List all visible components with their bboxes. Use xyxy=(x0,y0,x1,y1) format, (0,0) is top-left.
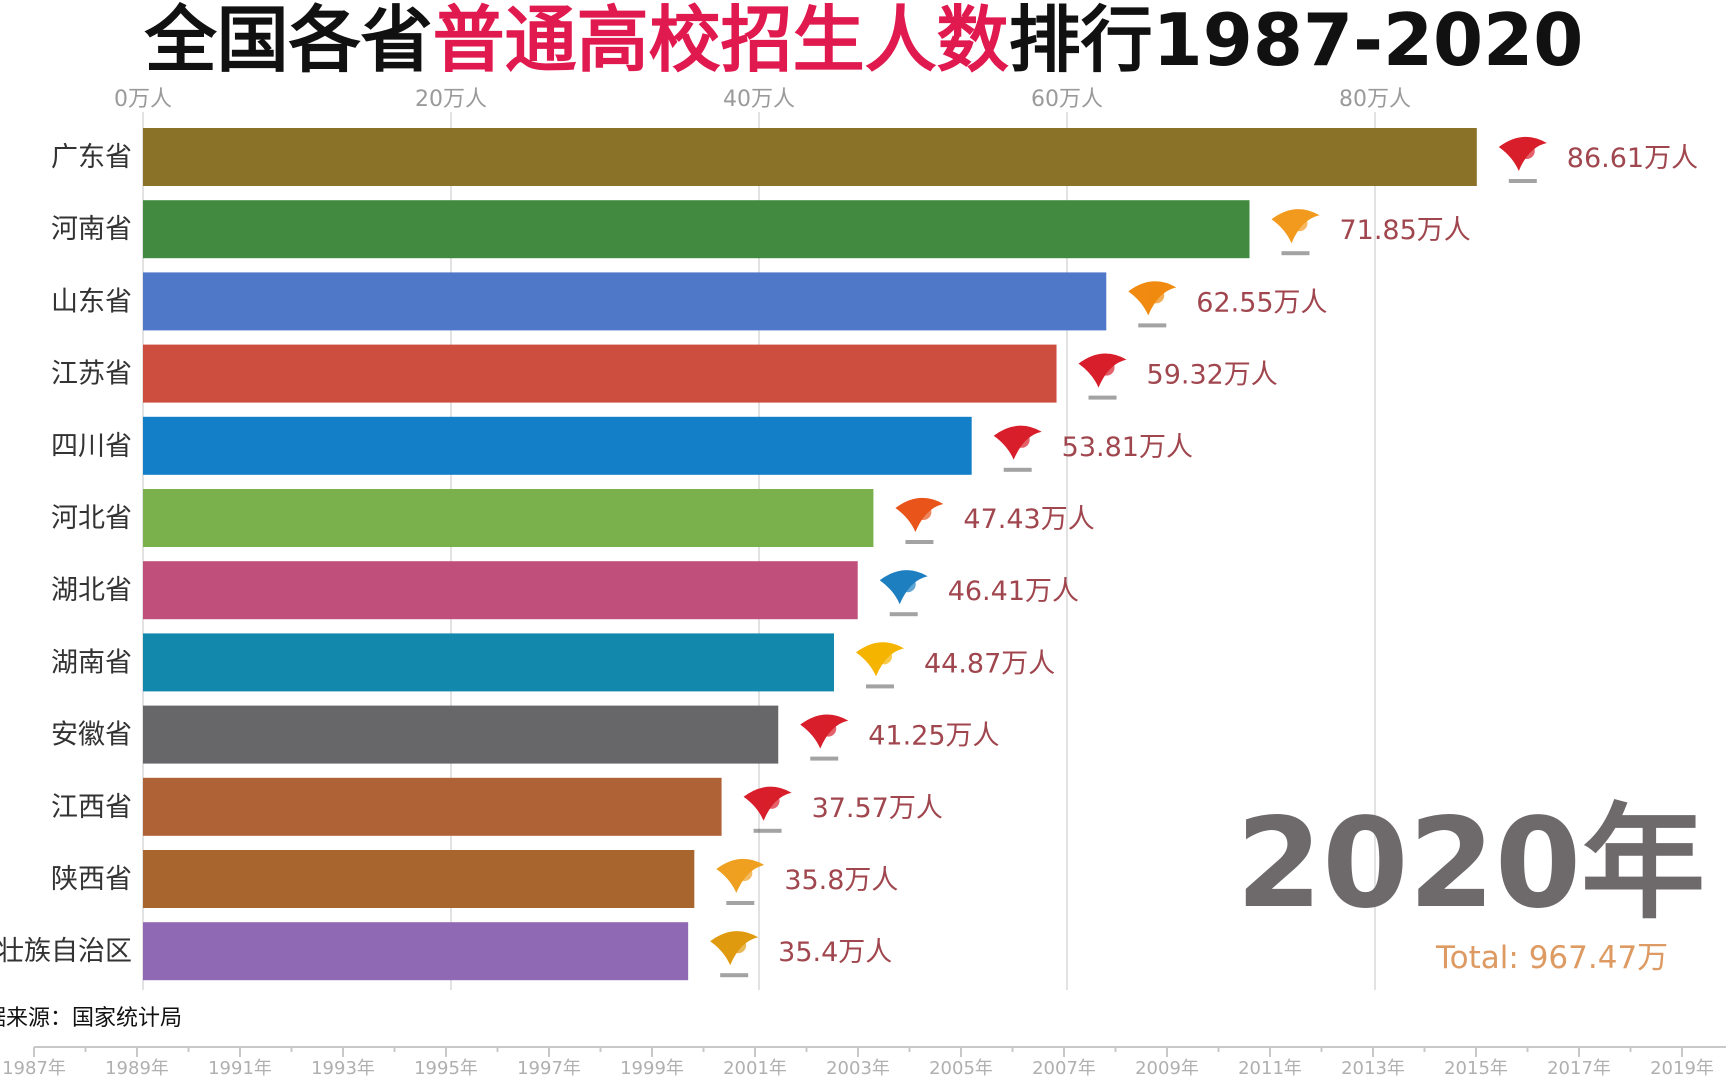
x-tick-label: 20万人 xyxy=(415,87,487,112)
timeline-year-label: 2005年 xyxy=(929,1058,993,1079)
sichuan-tv-logo-icon xyxy=(993,425,1042,472)
value-label: 44.87万人 xyxy=(924,648,1055,679)
shaanxi-tv-logo-icon xyxy=(716,858,765,905)
hubei-tv-logo-icon xyxy=(879,570,928,617)
value-label: 62.55万人 xyxy=(1196,287,1327,318)
timeline-year-label: 2013年 xyxy=(1341,1058,1405,1079)
category-label: 四川省 xyxy=(51,431,132,462)
title-highlight: 普通高校招生人数 xyxy=(432,0,1009,82)
bar xyxy=(143,561,858,620)
timeline-year-label: 1997年 xyxy=(517,1058,581,1079)
value-label: 86.61万人 xyxy=(1567,143,1698,174)
category-label: 广西壮族自治区 xyxy=(0,936,132,967)
timeline-year-label: 2011年 xyxy=(1238,1058,1302,1079)
bar xyxy=(143,777,722,836)
guangxi-tv-logo-icon xyxy=(710,931,759,978)
bar xyxy=(143,633,834,692)
category-label: 安徽省 xyxy=(51,720,132,751)
timeline-year-label: 2007年 xyxy=(1032,1058,1096,1079)
value-label: 59.32万人 xyxy=(1147,360,1278,391)
jiangxi-tv-logo-icon xyxy=(743,786,792,833)
x-tick-label: 0万人 xyxy=(114,87,172,112)
bar xyxy=(143,850,695,908)
timeline-year-label: 1987年 xyxy=(2,1058,66,1079)
timeline-year-label: 2015年 xyxy=(1444,1058,1508,1079)
category-label: 江苏省 xyxy=(51,359,132,390)
value-label: 46.41万人 xyxy=(948,576,1079,607)
bar xyxy=(143,128,1477,186)
bar xyxy=(143,705,779,764)
bar xyxy=(143,272,1107,331)
category-label: 江西省 xyxy=(51,792,132,823)
category-label: 湖南省 xyxy=(51,647,132,678)
bar xyxy=(143,344,1057,403)
timeline-year-label: 2019年 xyxy=(1650,1058,1714,1079)
category-label: 山东省 xyxy=(51,286,132,317)
timeline-year-label: 1995年 xyxy=(414,1058,478,1079)
category-label: 河南省 xyxy=(51,214,132,245)
category-label: 陕西省 xyxy=(51,864,132,895)
timeline-year-label: 2003年 xyxy=(826,1058,890,1079)
total-label: Total: 967.47万 xyxy=(1436,940,1669,976)
title-part2: 排行1987-2020 xyxy=(1008,0,1584,82)
category-label: 湖北省 xyxy=(51,575,132,606)
category-label: 广东省 xyxy=(51,142,132,173)
bar xyxy=(143,200,1250,259)
value-label: 35.4万人 xyxy=(778,937,892,968)
timeline-year-label: 1989年 xyxy=(105,1058,169,1079)
timeline-year-label: 1993年 xyxy=(311,1058,375,1079)
hebei-tv-logo-icon xyxy=(895,497,944,544)
title-part1: 全国各省 xyxy=(144,0,433,82)
x-tick-label: 40万人 xyxy=(723,87,795,112)
current-year-label: 2020年 xyxy=(1236,792,1706,936)
shandong-tv-logo-icon xyxy=(1128,281,1177,328)
category-label: 河北省 xyxy=(51,503,132,534)
value-label: 37.57万人 xyxy=(812,793,943,824)
jiangsu-tv-logo-icon xyxy=(1078,353,1127,400)
timeline-year-label: 1999年 xyxy=(620,1058,684,1079)
bar xyxy=(143,922,689,981)
hunan-tv-logo-icon xyxy=(855,642,904,689)
anhui-tv-logo-icon xyxy=(800,714,849,761)
bar xyxy=(143,416,972,475)
x-tick-label: 80万人 xyxy=(1339,87,1411,112)
value-label: 41.25万人 xyxy=(868,721,999,752)
bar xyxy=(143,489,874,547)
x-tick-label: 60万人 xyxy=(1031,87,1103,112)
value-label: 71.85万人 xyxy=(1339,215,1470,246)
value-label: 35.8万人 xyxy=(784,865,898,896)
chart-title: 全国各省普通高校招生人数排行1987-2020 xyxy=(0,2,1728,78)
henan-tv-logo-icon xyxy=(1271,209,1320,256)
data-source: 数据来源：国家统计局 xyxy=(0,1006,183,1031)
value-label: 53.81万人 xyxy=(1062,432,1193,463)
timeline-year-label: 2009年 xyxy=(1135,1058,1199,1079)
timeline-year-label: 2001年 xyxy=(723,1058,787,1079)
timeline-year-label: 2017年 xyxy=(1547,1058,1611,1079)
value-label: 47.43万人 xyxy=(963,504,1094,535)
timeline-year-label: 1991年 xyxy=(208,1058,272,1079)
guangdong-tv-logo-icon xyxy=(1498,136,1547,183)
